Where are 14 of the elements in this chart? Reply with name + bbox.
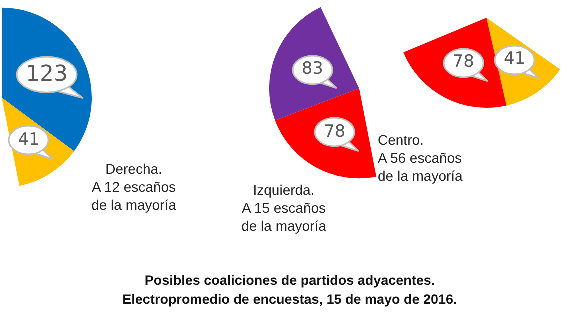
text: Posibles coaliciones de partidos adyacentes.	[144, 272, 436, 290]
data-label: 41	[18, 130, 40, 150]
text: Electropromedio de encuestas, 15 de mayo de 2016.	[122, 291, 458, 309]
data-label: 78	[324, 122, 346, 142]
data-label: 123	[26, 62, 68, 88]
text: Izquierda.	[252, 181, 316, 199]
data-label: 41	[504, 49, 526, 70]
text: Centro.	[378, 131, 425, 149]
data-label: 83	[302, 59, 324, 80]
data-label: 78	[452, 52, 474, 72]
text: A 12 escaños de la mayoría	[90, 178, 178, 214]
text: A 56 escaños de la mayoría	[378, 149, 464, 185]
text: Derecha.	[104, 160, 164, 178]
text: A 15 escaños de la mayoría	[240, 199, 328, 235]
